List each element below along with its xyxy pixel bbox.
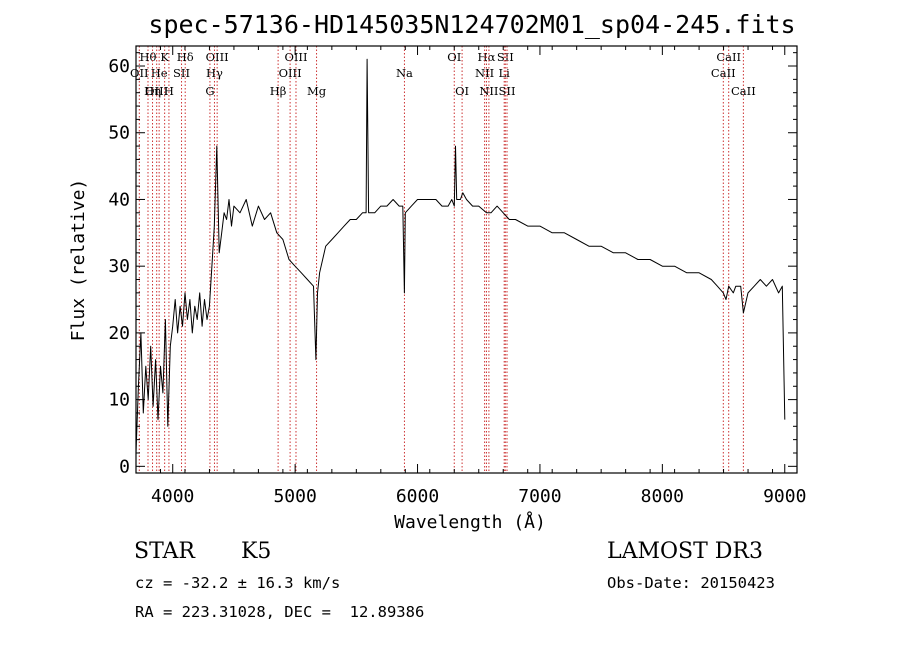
spectral-line-label: Hθ	[140, 50, 157, 64]
spectral-line-label: CaII	[716, 50, 741, 64]
redshift-cz: cz = -32.2 ± 16.3 km/s	[135, 574, 341, 592]
spectral-line-label: NII	[475, 66, 494, 80]
y-axis-label: Flux (relative)	[68, 179, 89, 342]
chart-title: spec-57136-HD145035N124702M01_sp04-245.f…	[148, 10, 795, 39]
spectral-line-label: Li	[499, 66, 511, 80]
spectral-line-label: Na	[396, 66, 413, 80]
spectral-line-label: OI	[447, 50, 461, 64]
series-layer	[135, 58, 786, 454]
spectrum-line	[135, 58, 786, 454]
spectral-line-label: OIII	[284, 50, 307, 64]
x-tick-label: 7000	[518, 486, 561, 507]
y-tick-label: 30	[108, 256, 130, 277]
y-tick-label: 50	[108, 123, 130, 144]
x-tick-label: 4000	[151, 486, 194, 507]
spectral-line-label: H	[164, 84, 174, 98]
y-tick-label: 20	[108, 323, 130, 344]
spectral-line-label: SII	[173, 66, 190, 80]
spectral-line-label: G	[205, 84, 214, 98]
x-tick-label: 8000	[641, 486, 684, 507]
spectral-line-label: K	[160, 50, 169, 64]
survey-name: LAMOST DR3	[607, 539, 763, 564]
spectral-line-label: He	[151, 66, 168, 80]
y-tick-label: 40	[108, 189, 130, 210]
spectral-line-label: Hβ	[270, 84, 287, 98]
spectral-line-label: OIII	[279, 66, 302, 80]
spectral-line-label: Mg	[307, 84, 327, 98]
x-tick-label: 5000	[273, 486, 316, 507]
spectral-line-label: CaII	[711, 66, 736, 80]
spectral-line-label: Hα	[478, 50, 496, 64]
x-axis-label: Wavelength (Å)	[394, 511, 546, 533]
y-tick-label: 0	[119, 456, 130, 477]
x-tick-label: 9000	[763, 486, 806, 507]
spectral-line-label: Hδ	[177, 50, 194, 64]
spectral-line-label: OI	[455, 84, 469, 98]
x-tick-label: 6000	[396, 486, 439, 507]
spectral-line-label: Hγ	[206, 66, 223, 80]
object-subclass: K5	[241, 539, 272, 564]
spectral-line-label: Hη	[144, 84, 161, 98]
y-tick-label: 60	[108, 56, 130, 77]
spectral-line-label: SII	[497, 50, 514, 64]
y-tick-label: 10	[108, 390, 130, 411]
spectral-line-label: OIII	[145, 84, 168, 98]
axis-ticks-layer: 4000 5000 6000 7000 8000 9000 0 10 20 30 40 50 60	[108, 46, 806, 507]
spectral-line-label: CaII	[731, 84, 756, 98]
spectral-line-label: OIII	[206, 50, 229, 64]
spectral-line-label: NII	[479, 84, 498, 98]
plot-frame	[135, 45, 798, 474]
obs-date: Obs-Date: 20150423	[607, 574, 775, 592]
coordinates: RA = 223.31028, DEC = 12.89386	[135, 603, 425, 621]
spectral-line-label: SII	[499, 84, 516, 98]
spectral-line-label: OII	[130, 66, 149, 80]
object-class: STAR	[134, 539, 195, 564]
